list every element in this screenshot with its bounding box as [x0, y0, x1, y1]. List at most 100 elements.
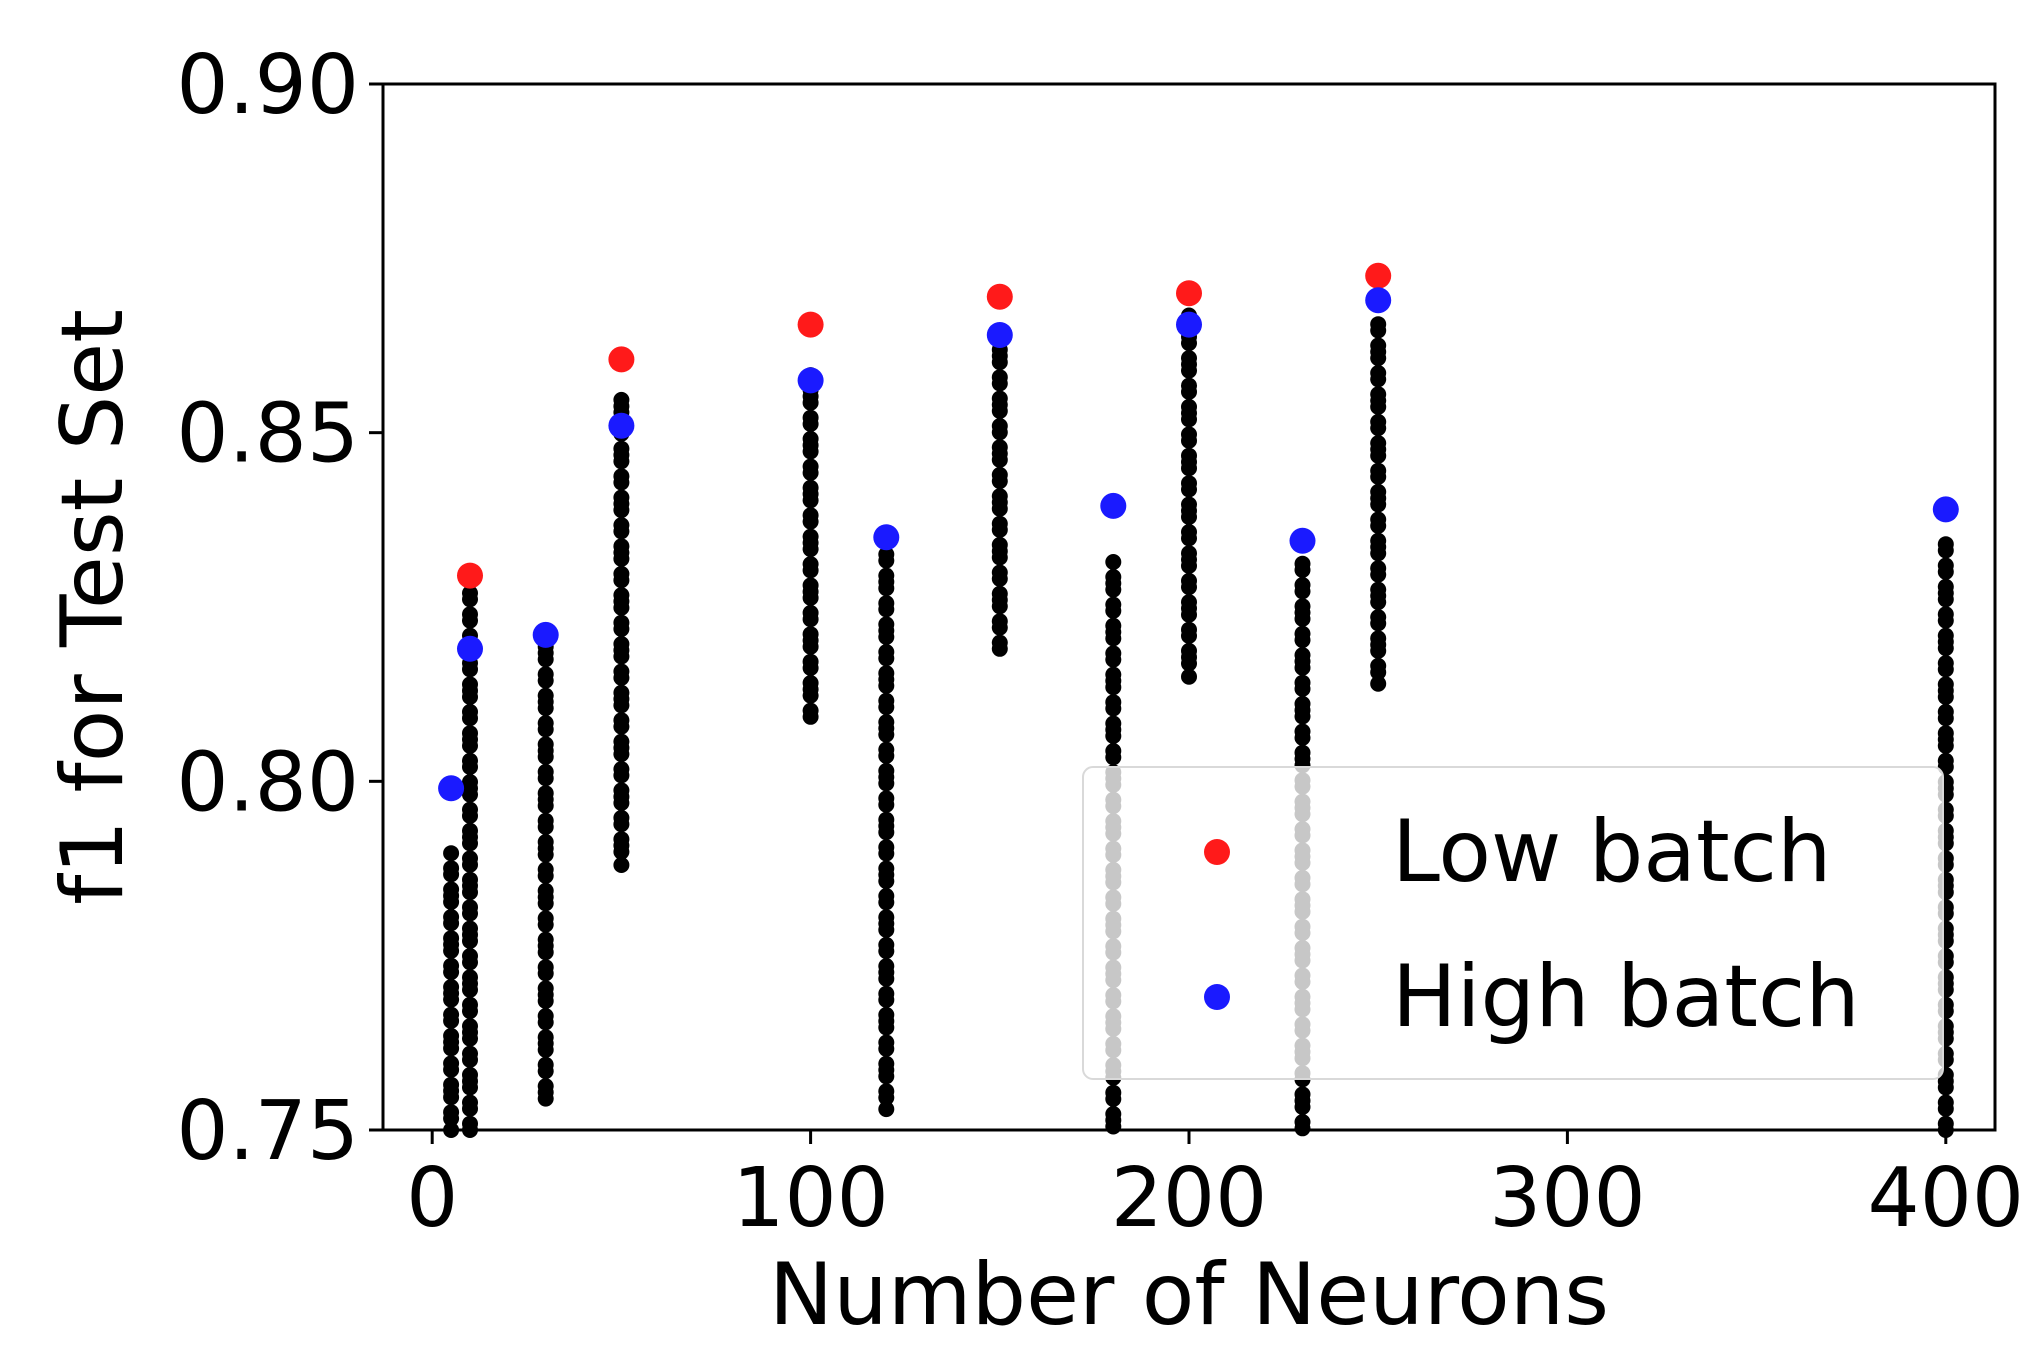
- background-point: [802, 653, 819, 670]
- background-point: [1370, 435, 1387, 452]
- point-high-batch: [986, 322, 1013, 348]
- background-point: [1370, 337, 1387, 354]
- background-point: [462, 585, 478, 602]
- background-point: [443, 1055, 460, 1072]
- y-tick-label: 0.85: [176, 387, 359, 482]
- background-point: [1370, 675, 1387, 692]
- background-point: [1370, 609, 1387, 626]
- background-point: [1937, 578, 1954, 595]
- background-point: [1937, 627, 1954, 644]
- background-point: [991, 613, 1008, 630]
- background-point: [613, 517, 630, 534]
- background-point: [991, 418, 1008, 434]
- x-tick-label: 0: [406, 1151, 458, 1246]
- background-point: [537, 687, 554, 704]
- background-point: [1937, 1115, 1954, 1132]
- background-point: [462, 996, 478, 1013]
- point-low-batch: [1365, 262, 1392, 289]
- background-point: [991, 369, 1008, 386]
- background-point: [537, 959, 554, 976]
- background-point: [1937, 606, 1954, 623]
- background-point: [802, 675, 819, 691]
- background-point: [1294, 577, 1311, 593]
- background-point: [991, 439, 1008, 456]
- point-low-batch: [608, 346, 635, 373]
- background-point: [878, 1101, 895, 1118]
- background-point: [462, 606, 478, 623]
- background-point: [878, 595, 895, 612]
- x-tick-label: 200: [1111, 1151, 1268, 1246]
- background-point: [878, 644, 895, 660]
- background-point: [537, 736, 554, 753]
- background-point: [462, 948, 478, 964]
- point-high-batch: [1100, 492, 1127, 519]
- background-point: [1181, 475, 1197, 492]
- background-point: [613, 538, 630, 555]
- background-point: [613, 636, 630, 652]
- background-point: [613, 733, 630, 750]
- background-point: [1937, 725, 1954, 742]
- background-point: [537, 931, 554, 948]
- background-point: [878, 985, 895, 1002]
- background-point: [1105, 715, 1122, 732]
- background-point: [878, 692, 895, 709]
- background-point: [878, 546, 895, 563]
- background-point: [1181, 621, 1197, 638]
- background-point: [462, 1045, 478, 1062]
- background-point: [1370, 413, 1387, 430]
- background-point: [1181, 572, 1197, 589]
- background-point: [462, 1115, 478, 1132]
- background-point: [537, 861, 554, 878]
- background-point: [1181, 447, 1197, 464]
- background-point: [613, 761, 630, 778]
- background-point: [1370, 462, 1387, 479]
- background-point: [1937, 676, 1954, 693]
- background-point: [1105, 617, 1122, 634]
- background-point: [802, 409, 819, 426]
- point-high-batch: [797, 367, 824, 394]
- background-point: [991, 564, 1008, 581]
- background-point: [1294, 1114, 1311, 1130]
- point-high-batch: [873, 524, 900, 551]
- point-high-batch: [457, 635, 483, 662]
- background-point: [878, 1034, 895, 1051]
- background-point: [613, 587, 630, 604]
- legend-marker-high-batch: [1204, 984, 1230, 1010]
- background-point: [1370, 657, 1387, 674]
- background-point: [1181, 377, 1197, 394]
- background-point: [613, 565, 630, 582]
- background-point: [613, 391, 630, 408]
- background-point: [802, 604, 819, 621]
- background-point: [462, 899, 478, 916]
- background-point: [991, 488, 1008, 505]
- background-point: [802, 528, 819, 545]
- background-point: [1105, 1106, 1122, 1122]
- background-point: [462, 752, 478, 769]
- background-point: [1294, 723, 1311, 740]
- background-point: [537, 1078, 554, 1095]
- background-point: [802, 577, 819, 594]
- point-low-batch: [1176, 280, 1202, 307]
- y-axis: 0.75 0.80 0.85 0.90: [176, 38, 383, 1179]
- background-point: [462, 969, 478, 986]
- background-point: [1294, 625, 1311, 642]
- point-low-batch: [797, 311, 824, 338]
- background-point: [1181, 545, 1197, 562]
- background-point: [537, 1008, 554, 1024]
- background-point: [1370, 630, 1387, 647]
- background-point: [1181, 426, 1197, 443]
- background-point: [1370, 316, 1387, 333]
- background-point: [1181, 668, 1197, 685]
- background-point: [1294, 674, 1311, 691]
- background-point: [1181, 398, 1197, 415]
- background-point: [462, 1066, 478, 1083]
- background-point: [1370, 386, 1387, 403]
- background-point: [1294, 647, 1311, 664]
- background-point: [462, 920, 478, 937]
- background-point: [462, 1018, 478, 1035]
- background-point: [613, 831, 630, 848]
- background-point: [1294, 744, 1311, 761]
- point-high-batch: [1289, 527, 1316, 554]
- background-point: [537, 785, 554, 802]
- series-layer: [438, 262, 1959, 802]
